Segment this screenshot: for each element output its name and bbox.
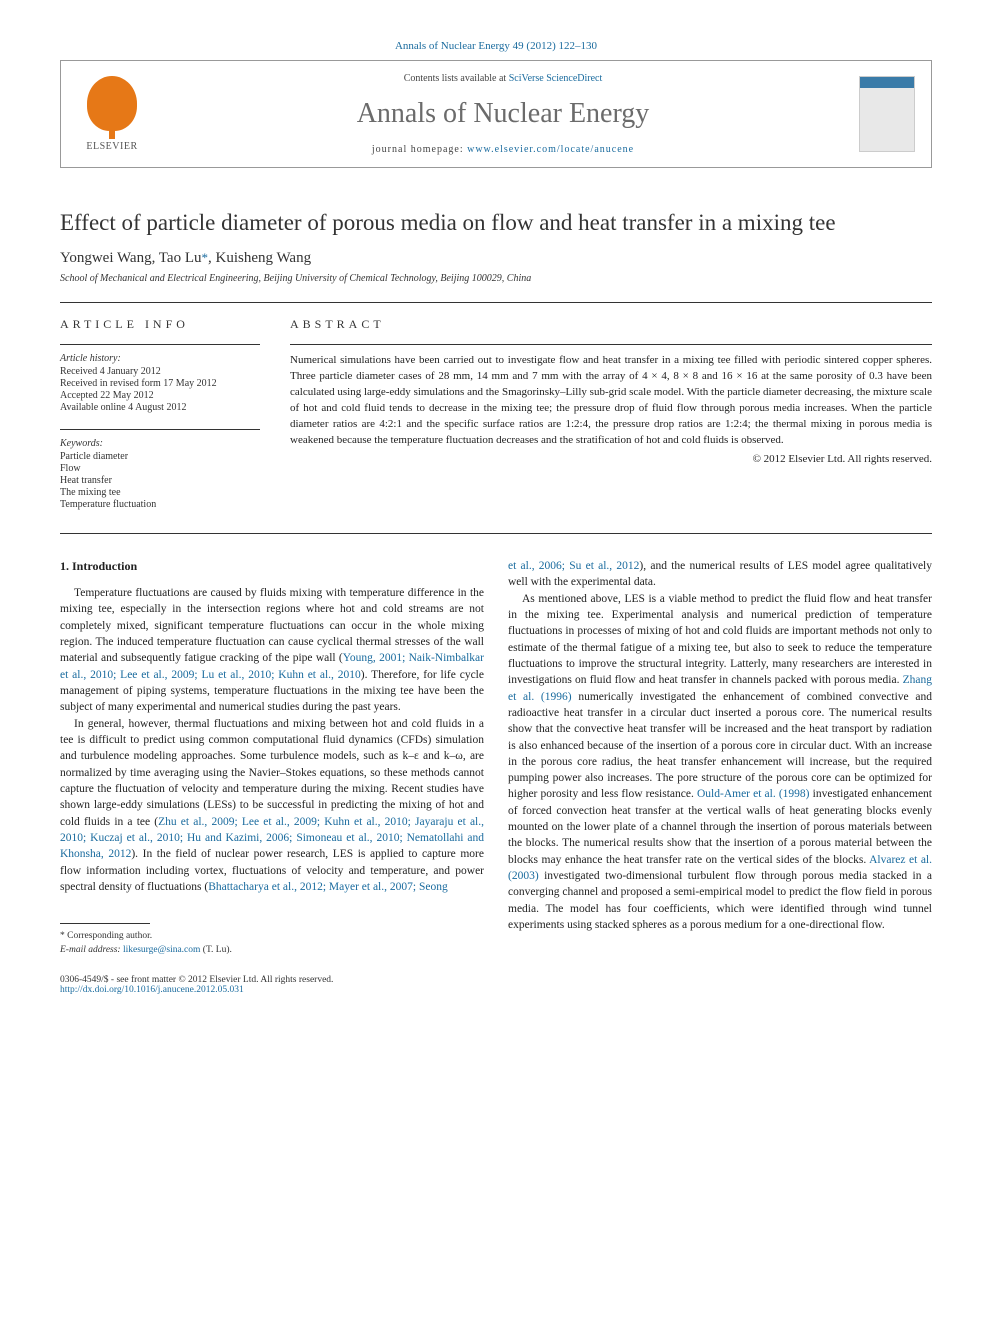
history-item: Received in revised form 17 May 2012 bbox=[60, 378, 260, 389]
article-title: Effect of particle diameter of porous me… bbox=[60, 208, 932, 238]
keyword: Heat transfer bbox=[60, 475, 260, 486]
history-label: Article history: bbox=[60, 353, 260, 364]
authors-line: Yongwei Wang, Tao Lu*, Kuisheng Wang bbox=[60, 250, 932, 267]
body-paragraph: As mentioned above, LES is a viable meth… bbox=[508, 591, 932, 934]
history-item: Accepted 22 May 2012 bbox=[60, 390, 260, 401]
text-run: numerically investigated the enhancement… bbox=[508, 691, 932, 801]
citation-link[interactable]: Bhattacharya et al., 2012; Mayer et al.,… bbox=[208, 881, 448, 893]
citation-link[interactable]: et al., 2006; Su et al., 2012 bbox=[508, 560, 639, 572]
body-paragraph: In general, however, thermal fluctuation… bbox=[60, 716, 484, 896]
homepage-line: journal homepage: www.elsevier.com/locat… bbox=[167, 144, 839, 155]
abstract-block: ABSTRACT Numerical simulations have been… bbox=[290, 317, 932, 511]
body-paragraph: Temperature fluctuations are caused by f… bbox=[60, 585, 484, 716]
text-run: As mentioned above, LES is a viable meth… bbox=[508, 593, 932, 687]
text-run: investigated two-dimensional turbulent f… bbox=[508, 870, 932, 931]
journal-citation: Annals of Nuclear Energy 49 (2012) 122–1… bbox=[60, 40, 932, 52]
abstract-divider bbox=[290, 344, 932, 345]
keywords-label: Keywords: bbox=[60, 438, 260, 449]
abstract-copyright: © 2012 Elsevier Ltd. All rights reserved… bbox=[290, 453, 932, 465]
contents-line: Contents lists available at SciVerse Sci… bbox=[167, 73, 839, 84]
journal-name: Annals of Nuclear Energy bbox=[167, 98, 839, 130]
keyword: The mixing tee bbox=[60, 487, 260, 498]
body-paragraph: et al., 2006; Su et al., 2012), and the … bbox=[508, 558, 932, 591]
affiliation: School of Mechanical and Electrical Engi… bbox=[60, 273, 932, 284]
journal-banner: ELSEVIER Contents lists available at Sci… bbox=[60, 60, 932, 168]
text-run: In general, however, thermal fluctuation… bbox=[60, 718, 484, 828]
section-heading: 1. Introduction bbox=[60, 558, 484, 575]
email-tail: (T. Lu). bbox=[200, 945, 231, 955]
column-right: et al., 2006; Su et al., 2012), and the … bbox=[508, 558, 932, 957]
abstract-text: Numerical simulations have been carried … bbox=[290, 353, 932, 449]
mid-divider bbox=[60, 533, 932, 534]
issn-line: 0306-4549/$ - see front matter © 2012 El… bbox=[60, 975, 932, 985]
keyword: Flow bbox=[60, 463, 260, 474]
meta-row: ARTICLE INFO Article history: Received 4… bbox=[60, 303, 932, 533]
banner-center: Contents lists available at SciVerse Sci… bbox=[167, 73, 839, 155]
sciencedirect-link[interactable]: SciVerse ScienceDirect bbox=[509, 73, 603, 84]
email-label: E-mail address: bbox=[60, 945, 123, 955]
article-info: ARTICLE INFO Article history: Received 4… bbox=[60, 317, 260, 511]
email-link[interactable]: likesurge@sina.com bbox=[123, 945, 200, 955]
contents-prefix: Contents lists available at bbox=[404, 73, 509, 84]
history-item: Received 4 January 2012 bbox=[60, 366, 260, 377]
elsevier-logo: ELSEVIER bbox=[77, 74, 147, 154]
footnote-divider bbox=[60, 923, 150, 924]
abstract-heading: ABSTRACT bbox=[290, 317, 932, 332]
journal-cover-thumbnail bbox=[859, 76, 915, 152]
elsevier-wordmark: ELSEVIER bbox=[86, 141, 137, 152]
keywords-block: Keywords: Particle diameter Flow Heat tr… bbox=[60, 429, 260, 510]
authors-part2: , Kuisheng Wang bbox=[208, 250, 311, 266]
homepage-link[interactable]: www.elsevier.com/locate/anucene bbox=[467, 144, 634, 155]
body-columns: 1. Introduction Temperature fluctuations… bbox=[60, 558, 932, 957]
authors-part1: Yongwei Wang, Tao Lu bbox=[60, 250, 202, 266]
keyword: Particle diameter bbox=[60, 451, 260, 462]
info-divider bbox=[60, 344, 260, 345]
keywords-divider bbox=[60, 429, 260, 430]
elsevier-tree-icon bbox=[87, 76, 137, 131]
email-footnote: E-mail address: likesurge@sina.com (T. L… bbox=[60, 944, 484, 957]
corresponding-footnote: * Corresponding author. bbox=[60, 930, 484, 943]
history-item: Available online 4 August 2012 bbox=[60, 402, 260, 413]
keyword: Temperature fluctuation bbox=[60, 499, 260, 510]
homepage-prefix: journal homepage: bbox=[372, 144, 467, 155]
citation-link[interactable]: Ould-Amer et al. (1998) bbox=[697, 788, 810, 800]
footer-meta: 0306-4549/$ - see front matter © 2012 El… bbox=[60, 975, 932, 995]
column-left: 1. Introduction Temperature fluctuations… bbox=[60, 558, 484, 957]
article-info-heading: ARTICLE INFO bbox=[60, 317, 260, 332]
doi-link[interactable]: http://dx.doi.org/10.1016/j.anucene.2012… bbox=[60, 985, 932, 995]
